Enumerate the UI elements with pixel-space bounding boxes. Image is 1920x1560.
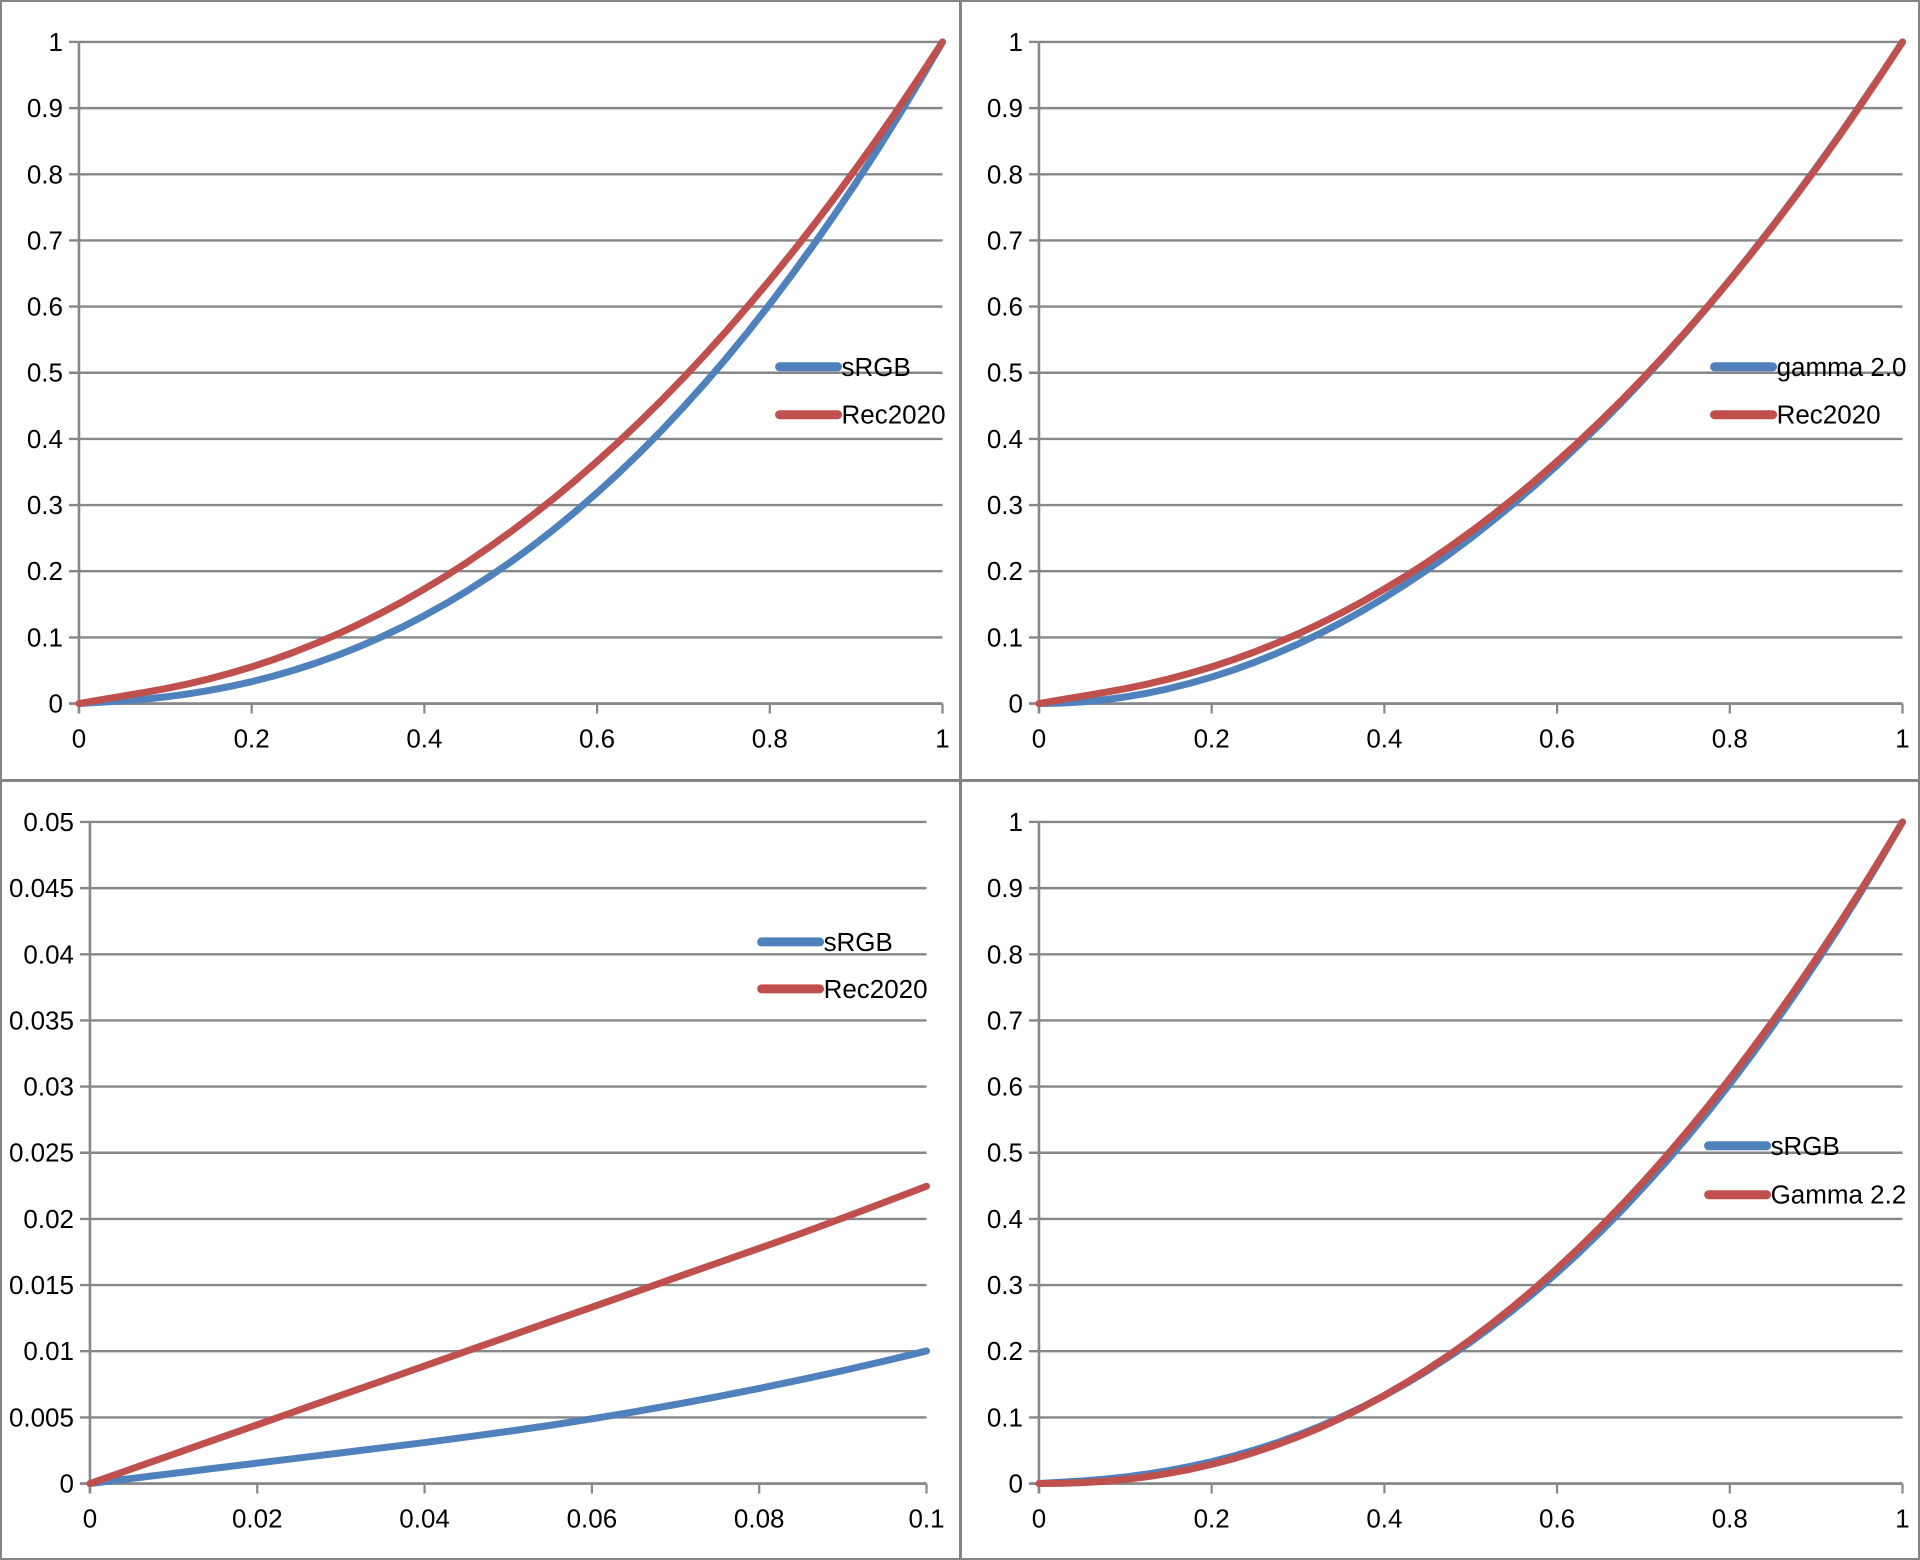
y-tick-label: 1 — [49, 27, 63, 57]
x-tick-label: 0 — [72, 724, 86, 754]
y-tick-label: 0.6 — [986, 1071, 1022, 1101]
y-tick-label: 0.5 — [27, 358, 63, 388]
y-tick-label: 0.025 — [9, 1137, 74, 1167]
y-tick-label: 0.6 — [986, 292, 1022, 322]
y-tick-label: 0.015 — [9, 1270, 74, 1300]
x-tick-label: 0.4 — [406, 724, 442, 754]
y-tick-label: 0.035 — [9, 1005, 74, 1035]
y-tick-label: 0.4 — [986, 424, 1022, 454]
series-line-rec2020 — [1034, 38, 1906, 708]
y-tick-label: 0.3 — [986, 490, 1022, 520]
y-tick-label: 0.8 — [986, 939, 1022, 969]
y-tick-label: 0.5 — [986, 1137, 1022, 1167]
y-tick-label: 0.1 — [986, 1402, 1022, 1432]
x-tick-label: 1 — [935, 724, 949, 754]
series-line-srgb — [86, 1346, 931, 1487]
x-tick-label: 0.4 — [1366, 1503, 1402, 1533]
y-tick-label: 0.02 — [23, 1203, 74, 1233]
y-tick-label: 0.04 — [23, 939, 74, 969]
y-tick-label: 0.05 — [23, 806, 74, 836]
x-tick-label: 0.1 — [908, 1503, 944, 1533]
y-tick-label: 0.9 — [986, 873, 1022, 903]
x-tick-label: 0.08 — [734, 1503, 785, 1533]
legend-label-srgb: sRGB — [842, 352, 911, 382]
y-tick-label: 0.8 — [27, 159, 63, 189]
x-tick-label: 0.2 — [234, 724, 270, 754]
y-tick-label: 0.6 — [27, 292, 63, 322]
x-tick-label: 0.6 — [579, 724, 615, 754]
y-tick-label: 0.3 — [27, 490, 63, 520]
chart-canvas: 1 0.9 0.8 0.7 0.6 0.5 0.4 0.3 0.2 0.1 00 0.2 0.4 0.6 0… — [986, 27, 1909, 754]
series-line-srgb — [75, 38, 947, 708]
series-line-rec2020 — [86, 1182, 931, 1487]
x-tick-label: 0.2 — [1193, 1503, 1229, 1533]
y-tick-label: 0.1 — [27, 622, 63, 652]
legend-label-gamma-2-0: gamma 2.0 — [1776, 352, 1906, 382]
chart-canvas: 1 0.9 0.8 0.7 0.6 0.5 0.4 0.3 0.2 0.1 00 0.2 0.4 0.6 0… — [986, 806, 1909, 1533]
y-tick-label: 0.7 — [986, 1005, 1022, 1035]
y-tick-label: 0.2 — [27, 556, 63, 586]
legend-label-rec2020: Rec2020 — [842, 400, 946, 430]
y-tick-label: 0.2 — [986, 1336, 1022, 1366]
x-tick-label: 1 — [1895, 1503, 1909, 1533]
y-tick-label: 0.7 — [27, 225, 63, 255]
x-tick-label: 0.2 — [1193, 724, 1229, 754]
x-tick-label: 0.8 — [1711, 1503, 1747, 1533]
y-tick-label: 0.8 — [986, 159, 1022, 189]
y-tick-label: 0.005 — [9, 1402, 74, 1432]
legend-label-srgb: sRGB — [824, 926, 893, 956]
y-tick-label: 0 — [1008, 689, 1022, 719]
chart-gamma20-vs-rec2020: 1 0.9 0.8 0.7 0.6 0.5 0.4 0.3 0.2 0.1 0 0 0.2 0.4 0.6 0… — [961, 2, 1918, 779]
y-tick-label: 0 — [49, 689, 63, 719]
chart-srgb-vs-rec2020-dark-region: 0.05 0.045 0.04 0.035 0.03 0.025 0.02 0.015 0.01… — [2, 781, 959, 1558]
y-tick-label: 0.7 — [986, 225, 1022, 255]
y-tick-label: 0 — [60, 1468, 74, 1498]
x-tick-label: 0.06 — [567, 1503, 618, 1533]
legend-label-rec2020: Rec2020 — [824, 973, 928, 1003]
y-tick-label: 0.5 — [986, 358, 1022, 388]
x-tick-label: 0.02 — [232, 1503, 283, 1533]
series-line-rec2020 — [75, 38, 947, 708]
y-tick-label: 0.045 — [9, 873, 74, 903]
y-tick-label: 0.9 — [27, 93, 63, 123]
y-tick-label: 0 — [1008, 1468, 1022, 1498]
y-tick-label: 0.3 — [986, 1270, 1022, 1300]
series-line-gamma-2-2 — [1034, 817, 1906, 1487]
legend-label-gamma-2-2: Gamma 2.2 — [1770, 1179, 1906, 1209]
x-tick-label: 0.6 — [1539, 1503, 1575, 1533]
y-tick-label: 1 — [1008, 806, 1022, 836]
x-tick-label: 0 — [83, 1503, 97, 1533]
y-tick-label: 0.01 — [23, 1336, 74, 1366]
y-tick-label: 0.9 — [986, 93, 1022, 123]
legend-label-srgb: sRGB — [1770, 1130, 1839, 1160]
x-tick-label: 1 — [1895, 724, 1909, 754]
x-tick-label: 0.6 — [1539, 724, 1575, 754]
chart-srgb-vs-gamma22: 1 0.9 0.8 0.7 0.6 0.5 0.4 0.3 0.2 0.1 0 0 0.2 0.4 0.6 0… — [961, 781, 1918, 1558]
x-tick-label: 0.4 — [1366, 724, 1402, 754]
x-tick-label: 0.8 — [1711, 724, 1747, 754]
legend-label-rec2020: Rec2020 — [1776, 400, 1880, 430]
y-tick-label: 0.1 — [986, 622, 1022, 652]
chart-canvas: 1 0.9 0.8 0.7 0.6 0.5 0.4 0.3 0.2 0.1 00 0.2 0.4 0.6 0… — [27, 27, 950, 754]
x-tick-label: 0 — [1031, 724, 1045, 754]
x-tick-label: 0 — [1031, 1503, 1045, 1533]
x-tick-label: 0.8 — [752, 724, 788, 754]
x-tick-label: 0.04 — [399, 1503, 450, 1533]
chart-srgb-vs-rec2020-full: 1 0.9 0.8 0.7 0.6 0.5 0.4 0.3 0.2 0.1 0 0 0.2 0.4 0.6 0… — [2, 2, 959, 779]
y-tick-label: 0.2 — [986, 556, 1022, 586]
chart-canvas: 0.05 0.045 0.04 0.035 0.03 0.025 0.02 0.015 0.01… — [9, 806, 945, 1533]
y-tick-label: 1 — [1008, 27, 1022, 57]
y-tick-label: 0.03 — [23, 1071, 74, 1101]
y-tick-label: 0.4 — [986, 1203, 1022, 1233]
y-tick-label: 0.4 — [27, 424, 63, 454]
